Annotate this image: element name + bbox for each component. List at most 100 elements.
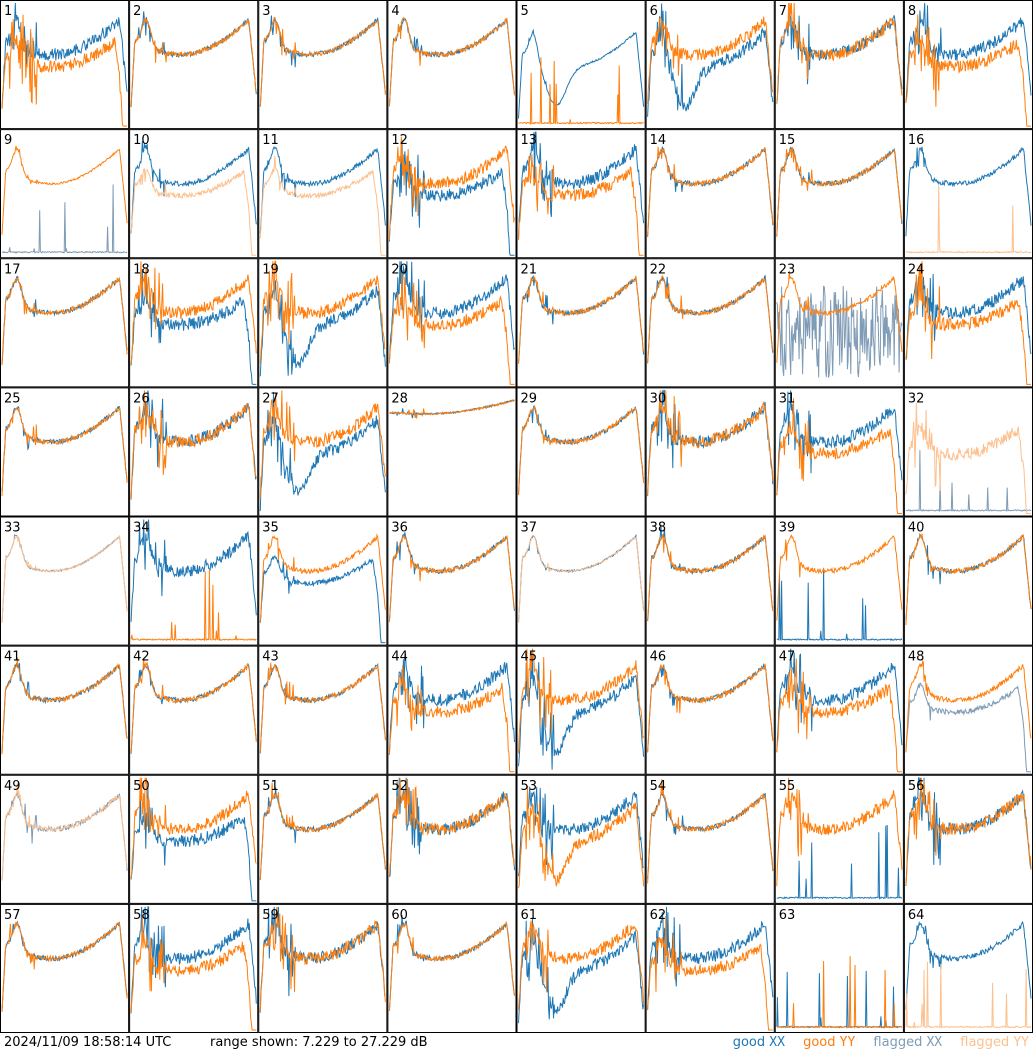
panel-frame [0, 258, 130, 388]
panel-label: 59 [262, 908, 279, 923]
panel-54: 54 [645, 774, 775, 904]
panel-frame [516, 774, 646, 904]
panel-56: 56 [903, 774, 1033, 904]
panel-label: 42 [133, 650, 150, 665]
panel-label: 33 [4, 521, 21, 536]
legend-good-xx-pol: XX [769, 1035, 785, 1050]
series-yy-line [259, 155, 386, 256]
panel-11: 11 [258, 129, 388, 259]
panel-label: 16 [908, 133, 925, 148]
panel-17: 17 [0, 258, 130, 388]
panel-29: 29 [516, 387, 646, 517]
series-yy-line [130, 390, 257, 499]
panel-frame [516, 129, 646, 259]
panel-frame [387, 645, 517, 775]
panel-frame [645, 516, 775, 646]
series-xx-line [905, 450, 1032, 513]
panel-20: 20 [387, 258, 517, 388]
panel-label: 35 [262, 521, 279, 536]
series-yy-line [776, 398, 902, 514]
series-yy-line [1, 657, 128, 754]
panel-30: 30 [645, 387, 775, 517]
panel-label: 44 [391, 650, 408, 665]
series-yy-line [518, 648, 645, 754]
panel-22: 22 [645, 258, 775, 388]
series-xx-line [130, 906, 257, 1014]
panel-label: 51 [262, 779, 279, 794]
panel-64: 64 [903, 903, 1033, 1033]
panel-label: 7 [779, 4, 787, 19]
panel-18: 18 [129, 258, 259, 388]
series-yy-line [388, 17, 515, 107]
panel-label: 31 [779, 391, 796, 406]
series-yy-line [776, 658, 902, 773]
panel-label: 1 [4, 4, 12, 19]
panel-label: 29 [521, 391, 538, 406]
panel-label: 64 [908, 908, 925, 923]
legend-good-yy-word: good [803, 1035, 836, 1050]
legend-good-xx: good XX [733, 1035, 789, 1050]
panel-55: 55 [774, 774, 904, 904]
panel-label: 62 [650, 908, 667, 923]
panel-label: 34 [133, 521, 150, 536]
panel-46: 46 [645, 645, 775, 775]
series-xx-line [776, 824, 903, 900]
panel-frame [645, 387, 775, 517]
panel-41: 41 [0, 645, 130, 775]
panel-6: 6 [645, 0, 775, 130]
panel-label: 19 [262, 262, 279, 277]
range-label: range shown: 7.229 to 27.229 dB [210, 1035, 428, 1050]
panel-63: 63 [774, 903, 904, 1033]
series-xx-line [518, 131, 645, 241]
series-yy-line [1, 406, 128, 497]
panel-label: 2 [133, 4, 141, 19]
panel-label: 14 [650, 133, 667, 148]
series-yy-line [518, 920, 645, 1011]
panel-label: 39 [779, 521, 796, 536]
panel-frame [387, 516, 517, 646]
panel-38: 38 [645, 516, 775, 646]
panel-label: 55 [779, 779, 796, 794]
series-yy-line [1, 14, 128, 127]
panel-10: 10 [129, 129, 259, 259]
panel-3: 3 [258, 0, 388, 130]
panel-label: 52 [391, 779, 408, 794]
panel-label: 37 [521, 521, 538, 536]
series-xx-line [647, 906, 774, 1011]
panel-frame [903, 516, 1033, 646]
panel-label: 15 [779, 133, 796, 148]
panel-label: 25 [4, 391, 21, 406]
series-yy-line [389, 399, 515, 419]
series-yy-line [130, 167, 257, 256]
panel-label: 26 [133, 391, 150, 406]
panel-frame [258, 387, 388, 517]
panel-frame [387, 387, 517, 517]
panel-frame [0, 903, 130, 1033]
series-yy-line [647, 146, 774, 237]
legend-good-yy-pol: YY [839, 1035, 856, 1050]
panel-frame [258, 258, 388, 388]
panel-7: 7 [774, 0, 904, 130]
timestamp: 2024/11/09 18:58:14 UTC [4, 1035, 172, 1050]
panel-label: 45 [521, 650, 538, 665]
panel-frame [645, 645, 775, 775]
panel-frame [516, 387, 646, 517]
series-yy-line [518, 275, 645, 364]
panel-label: 21 [521, 262, 538, 277]
series-yy-line [647, 390, 774, 496]
panel-label: 30 [650, 391, 667, 406]
legend-flagged-xx-word: flagged [873, 1035, 923, 1050]
series-yy-line [905, 777, 1032, 886]
series-yy-line [388, 136, 515, 241]
panel-47: 47 [774, 645, 904, 775]
series-yy-line [259, 662, 386, 754]
panel-frame [258, 0, 388, 130]
legend-flagged-yy-pol: YY [1013, 1035, 1029, 1050]
panel-4: 4 [387, 0, 517, 130]
panel-31: 31 [774, 387, 904, 517]
series-yy-line [1, 276, 128, 365]
panel-32: 32 [903, 387, 1033, 517]
series-xx-line [518, 28, 645, 119]
panel-label: 5 [521, 4, 529, 19]
panel-label: 8 [908, 4, 916, 19]
